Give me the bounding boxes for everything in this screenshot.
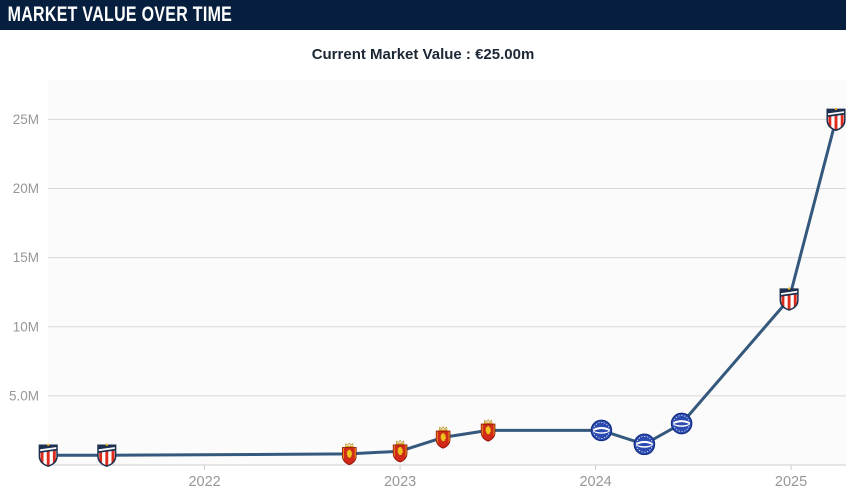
y-axis-tick-label: 25M	[13, 112, 39, 127]
x-axis-tick-label: 2023	[384, 474, 416, 490]
y-axis-tick-label: 10M	[13, 319, 39, 334]
market-value-chart: 5.0M 10M 15M 20M 25M 2022 2023 2024 2025	[0, 80, 846, 494]
data-point-atletico-madrid-crest[interactable]	[827, 108, 845, 132]
data-point-deportivo-alaves-crest[interactable]	[590, 419, 613, 442]
data-point-deportivo-alaves-crest[interactable]	[670, 412, 693, 435]
section-header: MARKET VALUE OVER TIME	[0, 0, 846, 30]
plot-area	[48, 80, 846, 465]
y-axis-tick-label: 5.0M	[9, 388, 39, 403]
data-point-atletico-madrid-crest[interactable]	[98, 444, 116, 468]
y-axis-tick-label: 20M	[13, 181, 39, 196]
y-axis-tick-label: 15M	[13, 250, 39, 265]
current-market-value-text: Current Market Value : €25.00m	[311, 46, 535, 63]
section-title: MARKET VALUE OVER TIME	[7, 3, 233, 26]
data-point-deportivo-alaves-crest[interactable]	[633, 433, 656, 456]
data-point-atletico-madrid-crest[interactable]	[39, 444, 57, 468]
x-axis-tick-label: 2022	[188, 474, 220, 490]
chart-canvas: 5.0M 10M 15M 20M 25M 2022 2023 2024 2025	[9, 80, 846, 490]
x-axis-tick-label: 2024	[579, 474, 611, 490]
x-axis-tick-label: 2025	[775, 474, 807, 490]
data-point-atletico-madrid-crest[interactable]	[780, 287, 798, 311]
